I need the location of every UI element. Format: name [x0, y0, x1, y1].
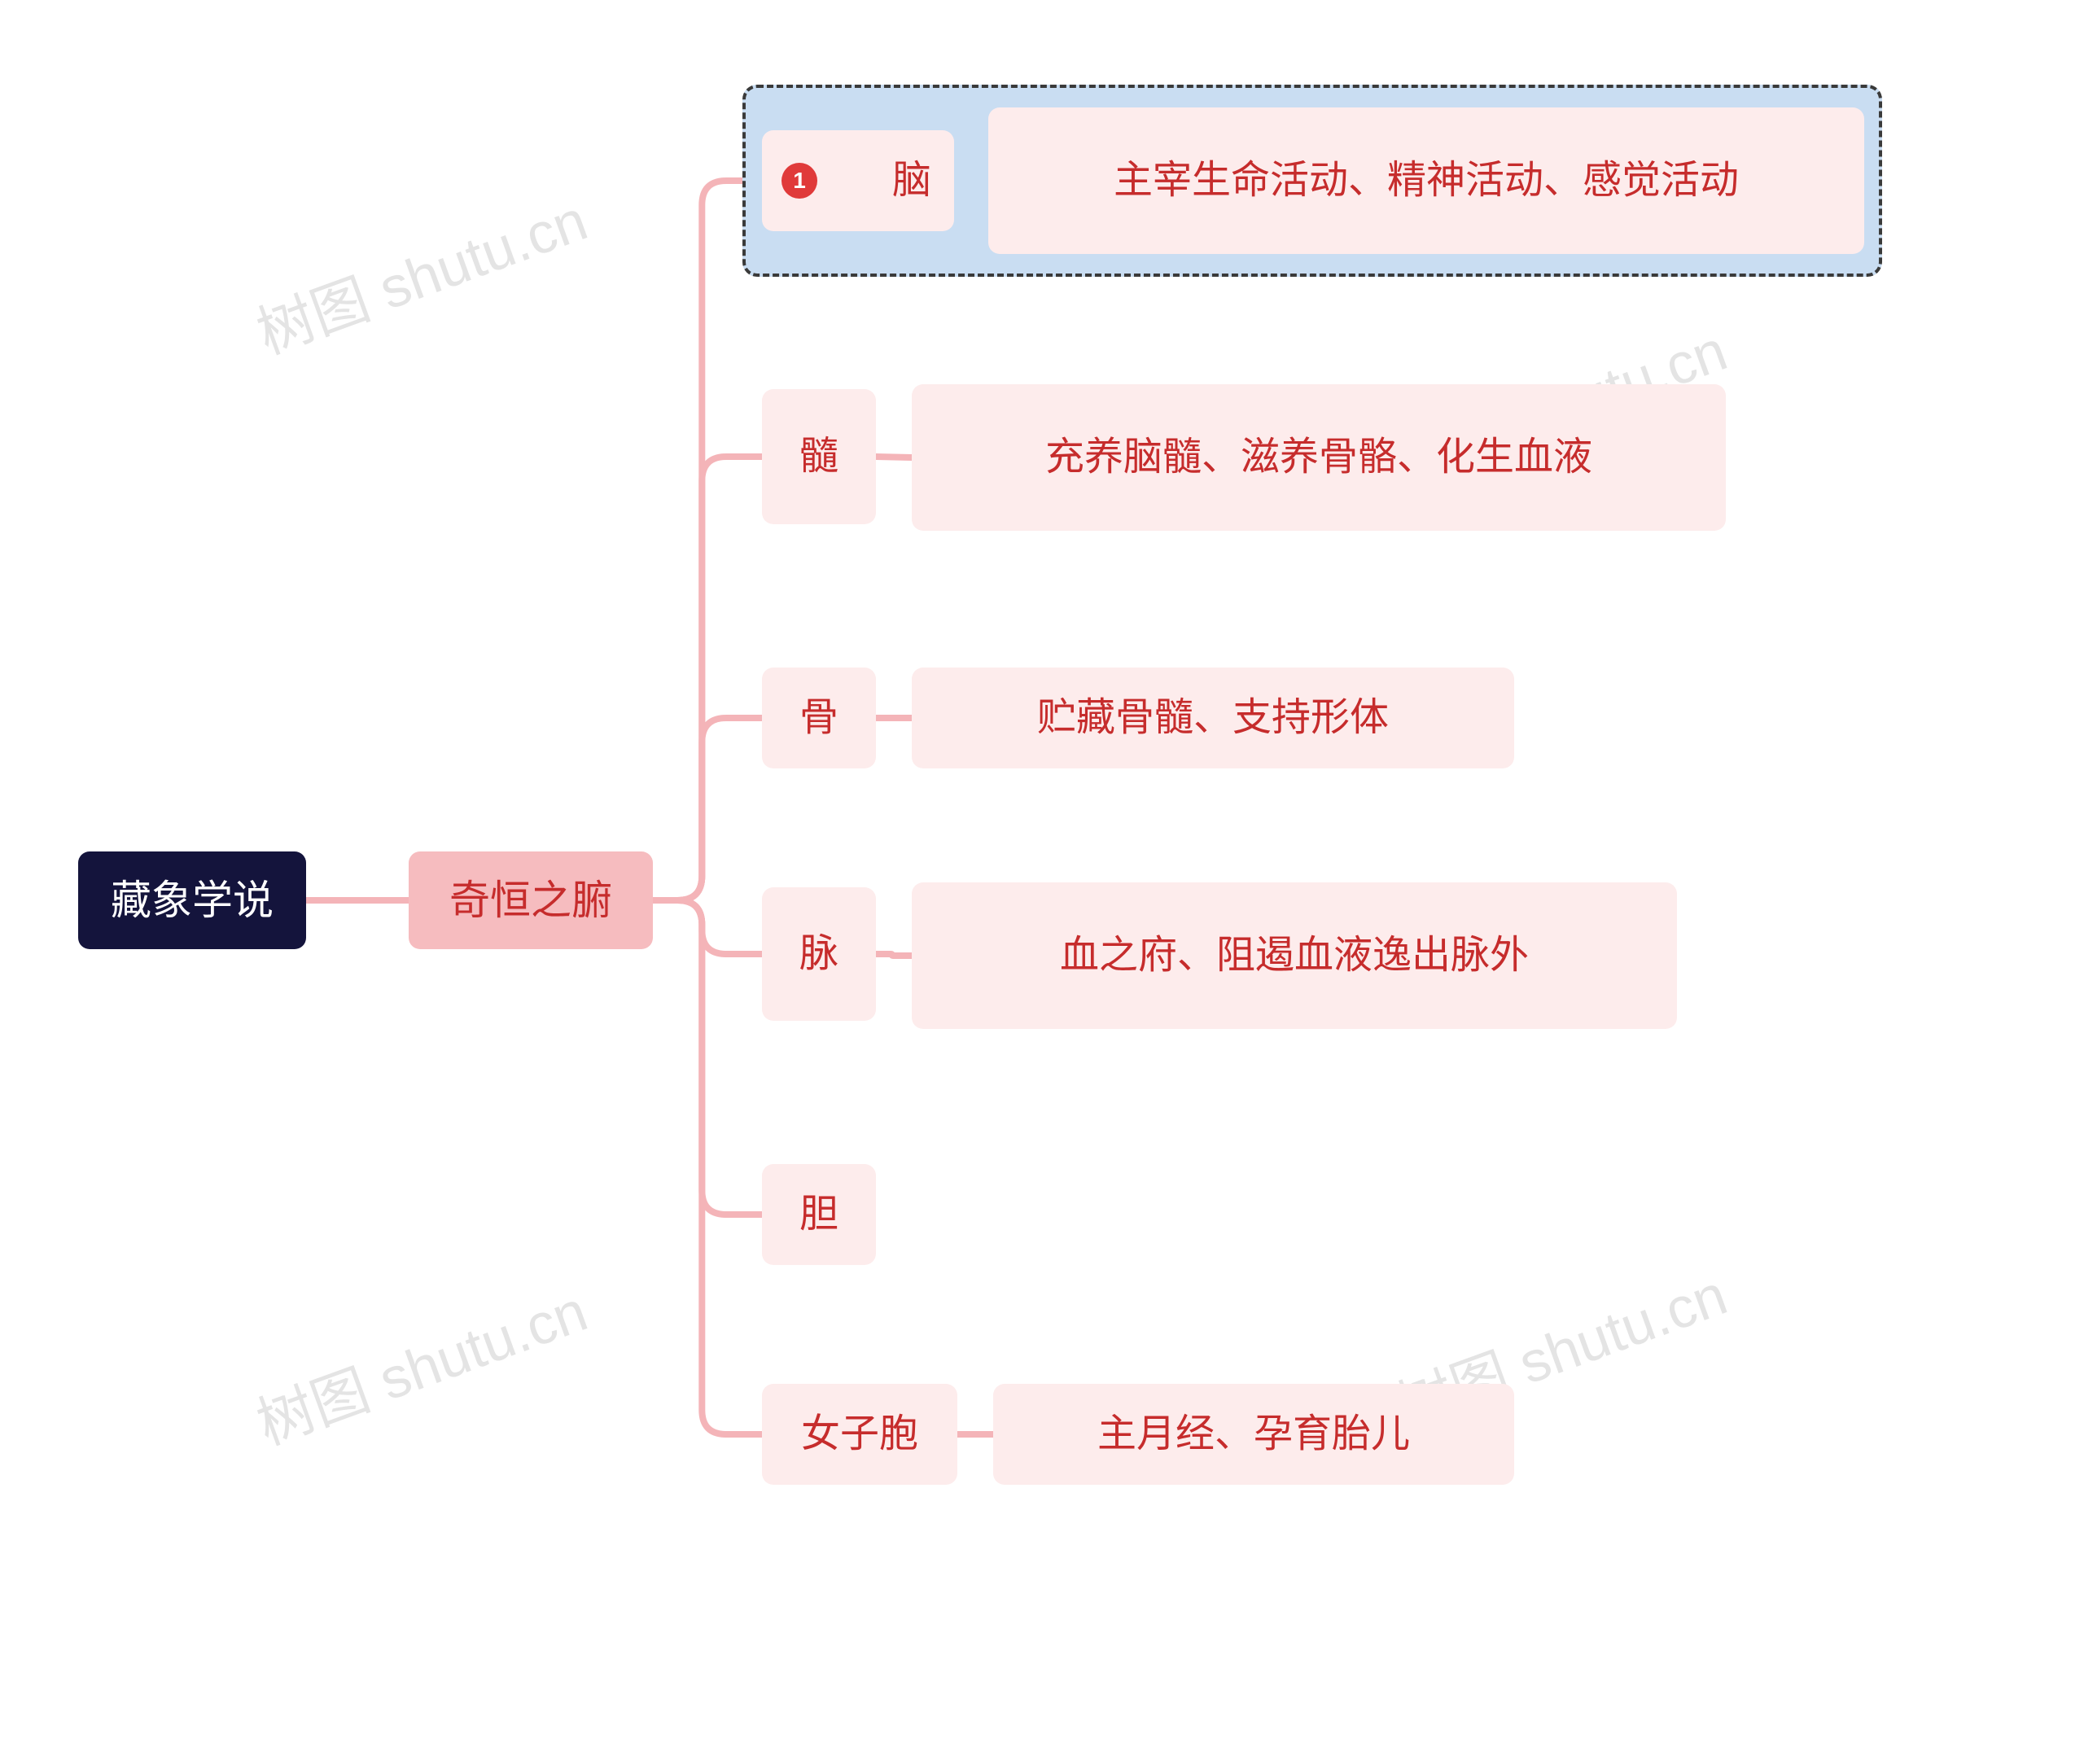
branch-node-uterus[interactable]: 女子胞	[762, 1384, 957, 1485]
branch-desc-brain[interactable]: 主宰生命活动、精神活动、感觉活动	[988, 107, 1864, 254]
branch-desc-bone[interactable]: 贮藏骨髓、支持形体	[912, 668, 1514, 768]
branch-node-marrow[interactable]: 髓	[762, 389, 876, 524]
branch-desc-vessel[interactable]: 血之府、阻遏血液逸出脉外	[912, 882, 1677, 1029]
branch-desc-marrow[interactable]: 充养脑髓、滋养骨骼、化生血液	[912, 384, 1726, 531]
numbered-badge-icon: 1	[782, 163, 817, 199]
watermark: 树图 shutu.cn	[244, 175, 597, 370]
mindmap-canvas: 树图 shutu.cn 树图 shutu.cn 树图 shutu.cn 树图 s…	[0, 0, 2084, 1764]
subtopic-node[interactable]: 奇恒之腑	[409, 851, 653, 949]
branch-desc-uterus[interactable]: 主月经、孕育胎儿	[993, 1384, 1514, 1485]
watermark: 树图 shutu.cn	[244, 1266, 597, 1461]
root-node[interactable]: 藏象学说	[78, 851, 306, 949]
branch-node-vessel[interactable]: 脉	[762, 887, 876, 1021]
branch-node-bone[interactable]: 骨	[762, 668, 876, 768]
branch-node-gallbladder[interactable]: 胆	[762, 1164, 876, 1265]
